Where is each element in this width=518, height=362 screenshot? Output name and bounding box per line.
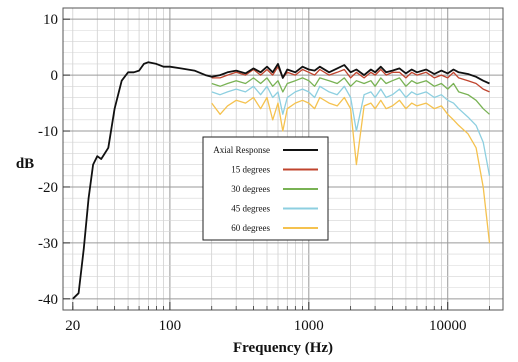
y-axis-label: dB [16, 156, 34, 172]
y-tick-label: -40 [38, 292, 58, 308]
y-tick-label: 10 [43, 12, 58, 28]
legend-label: 30 degrees [231, 184, 270, 194]
x-tick-label: 10000 [429, 318, 467, 334]
legend-label: Axial Response [213, 145, 270, 155]
x-tick-label: 100 [159, 318, 182, 334]
plot-frame [62, 7, 504, 311]
y-tick-label: 0 [51, 68, 59, 84]
series-line-axial-response [72, 61, 490, 300]
series-line-15-degrees [211, 66, 490, 93]
legend-label: 45 degrees [231, 204, 270, 214]
series-line-60-degrees [211, 96, 491, 243]
series-line-30-degrees [211, 77, 490, 115]
series-line-45-degrees [211, 85, 491, 176]
y-tick-label: -20 [38, 180, 58, 196]
legend: Axial Response 15 degrees 30 degrees 45 deg… [202, 136, 329, 241]
y-tick-label: -10 [38, 124, 58, 140]
x-tick-label: 20 [65, 318, 80, 334]
legend-label: 15 degrees [231, 165, 270, 175]
legend-items: Axial Response 15 degrees 30 degrees 45 deg… [213, 145, 318, 233]
y-tick-label: -30 [38, 236, 58, 252]
series-lines [72, 61, 491, 300]
x-axis-label: Frequency (Hz) [233, 340, 333, 356]
x-tick-label: 1000 [294, 318, 324, 334]
legend-label: 60 degrees [231, 223, 270, 233]
